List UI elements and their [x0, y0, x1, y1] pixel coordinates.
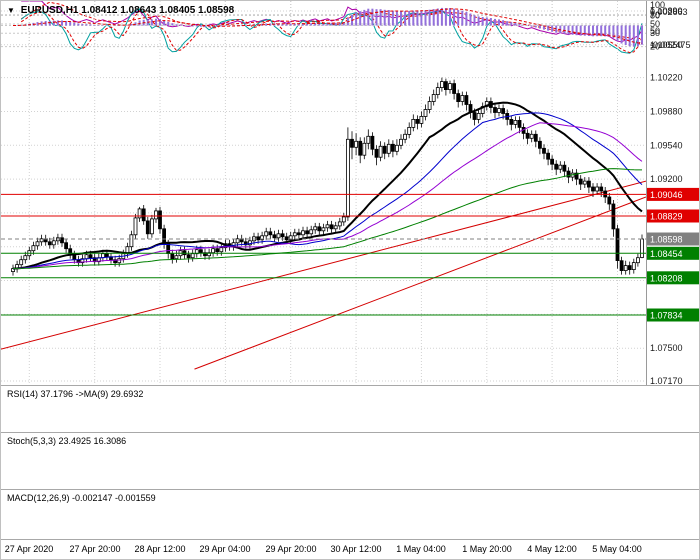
rsi-ma-line [20, 1, 643, 40]
ma-medium-blue [12, 112, 643, 270]
chart-header: ▼ EURUSD,H1 1.08412 1.08643 1.08405 1.08… [7, 5, 234, 16]
price-tick-label: 1.09200 [650, 174, 683, 184]
main-price-chart[interactable]: 1.10890 1.10550 1.10220 1.09880 1.09540 1.092… [1, 1, 700, 385]
main-grid [1, 1, 646, 385]
time-label: 30 Apr 12:00 [330, 544, 382, 554]
ma-slow-violet [12, 122, 643, 270]
time-axis[interactable]: 27 Apr 2020 27 Apr 20:00 28 Apr 12:00 29 Ap… [1, 540, 699, 559]
time-label: 28 Apr 12:00 [134, 544, 186, 554]
panel-separator[interactable] [1, 539, 699, 540]
price-tag-support [647, 308, 699, 322]
stoch-d-line [20, 10, 643, 54]
chart-title-ohlc: EURUSD,H1 1.08412 1.08643 1.08405 1.0859… [20, 5, 235, 16]
ascending-trendline[interactable] [194, 196, 647, 370]
macd-indicator-panel[interactable]: 0.002663 -0.002475 [1, 1, 700, 50]
price-tag-support [647, 246, 699, 260]
candlestick-series [11, 77, 644, 276]
ascending-trendline[interactable] [1, 180, 646, 350]
ma-slowest-green [13, 168, 642, 270]
stoch-level-label: 20 [650, 42, 660, 52]
time-label: 1 May 04:00 [396, 544, 446, 554]
panel-separator[interactable] [1, 489, 699, 490]
rsi-level-label: 50 [650, 19, 660, 29]
price-tick-label: 1.09540 [650, 140, 683, 150]
time-label: 4 May 12:00 [527, 544, 577, 554]
price-axis[interactable] [645, 1, 699, 385]
price-tag-label: 1.08208 [650, 273, 683, 283]
price-tag-label: 1.08829 [650, 212, 683, 222]
time-label: 1 May 20:00 [462, 544, 512, 554]
time-label: 27 Apr 20:00 [69, 544, 121, 554]
panel-separator[interactable] [1, 432, 699, 433]
stochastic-indicator-label: Stoch(5,3,3) 23.4925 16.3086 [7, 436, 127, 446]
time-label: 29 Apr 20:00 [265, 544, 317, 554]
stoch-level-label: 50 [650, 26, 660, 36]
price-tick-label: 1.07500 [650, 343, 683, 353]
price-tag-label: 1.09046 [650, 190, 683, 200]
price-tick-label: 1.10890 [650, 6, 683, 16]
panel-separator[interactable] [1, 385, 699, 386]
price-tag-resistance [647, 209, 699, 223]
rsi-level-label: 70 [650, 10, 660, 20]
symbol-dropdown-icon[interactable]: ▼ [7, 6, 15, 15]
price-tag-current-price [647, 232, 699, 246]
price-tick-label: 1.10220 [650, 73, 683, 83]
time-label: 5 May 04:00 [592, 544, 642, 554]
rsi-level-label: 30 [650, 28, 660, 38]
price-tag-resistance [647, 187, 699, 201]
time-label: 29 Apr 04:00 [199, 544, 251, 554]
time-label: 27 Apr 2020 [4, 544, 54, 554]
macd-signal-line [13, 8, 643, 44]
macd-axis-min-label: -0.002475 [650, 40, 691, 50]
rsi-indicator-label: RSI(14) 37.1796 ->MA(9) 29.6932 [7, 389, 144, 399]
macd-indicator-label: MACD(12,26,9) -0.002147 -0.001559 [7, 493, 156, 503]
ma-fast-black [12, 101, 643, 270]
stoch-level-label: 80 [650, 10, 660, 20]
macd-axis-max-label: 0.002663 [650, 7, 688, 17]
rsi-line [21, 1, 643, 43]
price-tick-label: 1.10550 [650, 40, 683, 50]
price-tag-label: 1.08598 [650, 235, 683, 245]
price-tick-label: 1.07170 [650, 376, 683, 385]
price-tag-label: 1.08454 [650, 249, 683, 259]
stoch-level-label: 100 [650, 1, 665, 10]
price-tick-label: 1.09880 [650, 107, 683, 117]
price-tag-label: 1.07834 [650, 311, 683, 321]
price-tag-support [647, 271, 699, 285]
